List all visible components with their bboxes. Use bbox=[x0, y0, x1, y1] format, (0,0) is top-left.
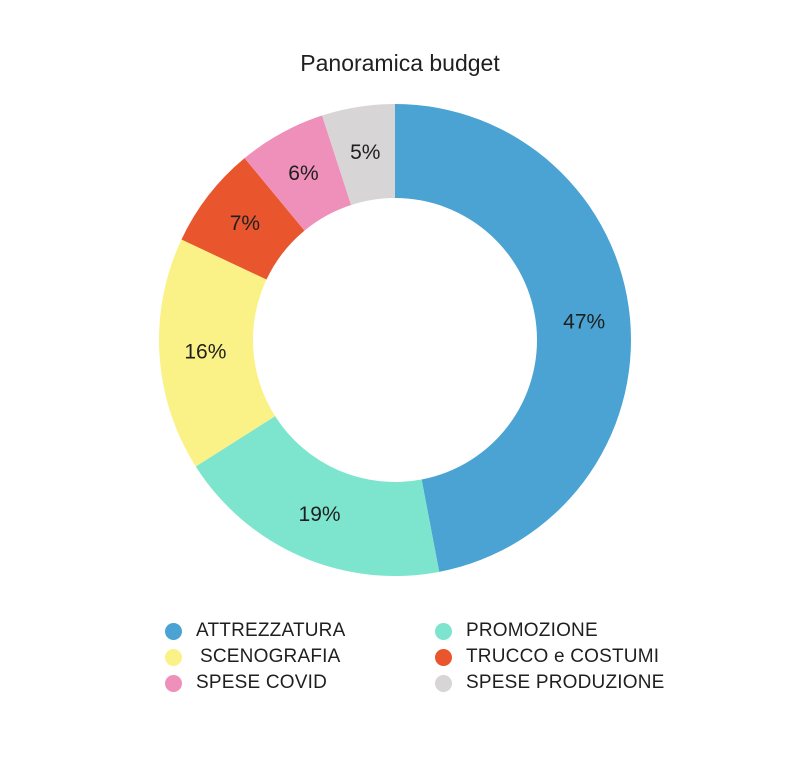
legend-label: SPESE PRODUZIONE bbox=[466, 672, 665, 693]
legend-swatch bbox=[165, 648, 182, 666]
legend-item-trucco-costumi: TRUCCO e COSTUMI bbox=[435, 646, 659, 668]
legend-swatch bbox=[435, 648, 452, 666]
donut-slice-attrezzatura bbox=[395, 104, 631, 572]
legend-label: PROMOZIONE bbox=[466, 620, 598, 641]
legend-item-spese-produzione: SPESE PRODUZIONE bbox=[435, 672, 665, 694]
legend-label: TRUCCO e COSTUMI bbox=[466, 646, 660, 667]
slice-percent-label: 6% bbox=[288, 162, 318, 185]
slice-percent-label: 19% bbox=[299, 503, 341, 526]
slice-percent-label: 7% bbox=[230, 212, 260, 235]
legend-item-spese-covid: SPESE COVID bbox=[165, 672, 327, 694]
slice-percent-label: 5% bbox=[350, 141, 380, 164]
legend-label: ATTREZZATURA bbox=[196, 620, 346, 641]
donut-slice-spese-covid bbox=[244, 115, 352, 231]
legend-swatch bbox=[435, 622, 452, 640]
legend-item-promozione: PROMOZIONE bbox=[435, 620, 598, 642]
chart-title: Panoramica budget bbox=[300, 50, 500, 76]
legend-swatch bbox=[435, 674, 452, 692]
donut-slice-promozione bbox=[195, 416, 440, 576]
legend-swatch bbox=[165, 622, 182, 640]
donut-slice-spese-produzione bbox=[322, 104, 395, 205]
legend-item-attrezzatura: ATTREZZATURA bbox=[165, 620, 345, 642]
donut-chart: 47% 19% 16% 7% 6% 5% bbox=[159, 104, 631, 576]
donut-slice-scenografia bbox=[159, 239, 276, 467]
legend-swatch bbox=[165, 674, 182, 692]
slice-percent-label: 16% bbox=[184, 340, 226, 363]
legend-label: SCENOGRAFIA bbox=[200, 646, 341, 667]
legend-label: SPESE COVID bbox=[196, 672, 328, 693]
slice-percent-label: 47% bbox=[563, 311, 605, 334]
legend-item-scenografia: SCENOGRAFIA bbox=[165, 646, 341, 668]
donut-slice-trucco-e-costumi bbox=[181, 158, 305, 280]
